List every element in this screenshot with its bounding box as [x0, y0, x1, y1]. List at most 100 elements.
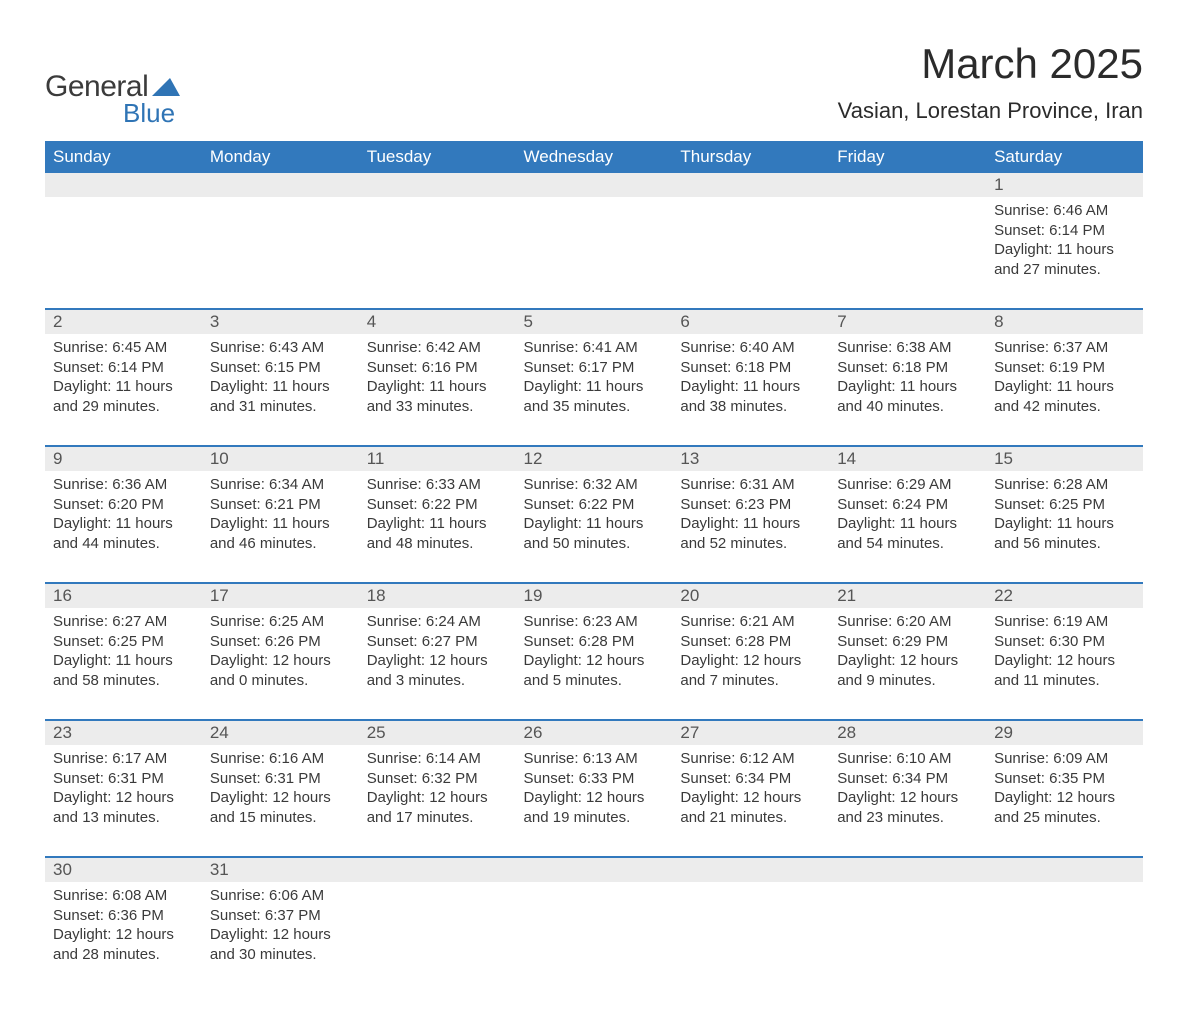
day-cell: Sunrise: 6:17 AMSunset: 6:31 PMDaylight:… [45, 745, 202, 857]
day-number [829, 173, 986, 197]
day-number-row: 23242526272829 [45, 720, 1143, 745]
day-number: 24 [202, 720, 359, 745]
day-cell [516, 882, 673, 994]
day-cell: Sunrise: 6:23 AMSunset: 6:28 PMDaylight:… [516, 608, 673, 720]
day-number: 7 [829, 309, 986, 334]
day-cell [359, 197, 516, 309]
day-cell [359, 882, 516, 994]
day-cell [45, 197, 202, 309]
day-number: 28 [829, 720, 986, 745]
day-number: 1 [986, 173, 1143, 197]
day-cell: Sunrise: 6:16 AMSunset: 6:31 PMDaylight:… [202, 745, 359, 857]
day-cell: Sunrise: 6:41 AMSunset: 6:17 PMDaylight:… [516, 334, 673, 446]
col-sunday: Sunday [45, 141, 202, 173]
day-number: 14 [829, 446, 986, 471]
col-friday: Friday [829, 141, 986, 173]
day-number [672, 173, 829, 197]
day-number: 29 [986, 720, 1143, 745]
brand-logo: General Blue [45, 70, 180, 129]
location-subtitle: Vasian, Lorestan Province, Iran [838, 98, 1143, 124]
day-number: 22 [986, 583, 1143, 608]
day-cell: Sunrise: 6:10 AMSunset: 6:34 PMDaylight:… [829, 745, 986, 857]
day-number-row: 1 [45, 173, 1143, 197]
day-cell [202, 197, 359, 309]
day-number: 11 [359, 446, 516, 471]
day-number: 16 [45, 583, 202, 608]
day-number: 19 [516, 583, 673, 608]
day-number: 13 [672, 446, 829, 471]
day-content-row: Sunrise: 6:17 AMSunset: 6:31 PMDaylight:… [45, 745, 1143, 857]
day-number [45, 173, 202, 197]
day-cell: Sunrise: 6:45 AMSunset: 6:14 PMDaylight:… [45, 334, 202, 446]
day-number: 23 [45, 720, 202, 745]
col-saturday: Saturday [986, 141, 1143, 173]
day-number-row: 3031 [45, 857, 1143, 882]
day-number: 20 [672, 583, 829, 608]
day-content-row: Sunrise: 6:45 AMSunset: 6:14 PMDaylight:… [45, 334, 1143, 446]
day-cell: Sunrise: 6:33 AMSunset: 6:22 PMDaylight:… [359, 471, 516, 583]
col-thursday: Thursday [672, 141, 829, 173]
day-number: 6 [672, 309, 829, 334]
day-number [672, 857, 829, 882]
col-tuesday: Tuesday [359, 141, 516, 173]
day-cell: Sunrise: 6:25 AMSunset: 6:26 PMDaylight:… [202, 608, 359, 720]
day-number: 30 [45, 857, 202, 882]
day-content-row: Sunrise: 6:36 AMSunset: 6:20 PMDaylight:… [45, 471, 1143, 583]
day-number: 26 [516, 720, 673, 745]
day-number: 10 [202, 446, 359, 471]
day-content-row: Sunrise: 6:08 AMSunset: 6:36 PMDaylight:… [45, 882, 1143, 994]
day-number [829, 857, 986, 882]
day-cell: Sunrise: 6:14 AMSunset: 6:32 PMDaylight:… [359, 745, 516, 857]
day-cell: Sunrise: 6:09 AMSunset: 6:35 PMDaylight:… [986, 745, 1143, 857]
day-cell: Sunrise: 6:20 AMSunset: 6:29 PMDaylight:… [829, 608, 986, 720]
day-number-row: 9101112131415 [45, 446, 1143, 471]
day-cell: Sunrise: 6:40 AMSunset: 6:18 PMDaylight:… [672, 334, 829, 446]
brand-line2: Blue [123, 98, 175, 129]
day-number: 18 [359, 583, 516, 608]
day-cell: Sunrise: 6:21 AMSunset: 6:28 PMDaylight:… [672, 608, 829, 720]
day-cell: Sunrise: 6:13 AMSunset: 6:33 PMDaylight:… [516, 745, 673, 857]
day-cell: Sunrise: 6:38 AMSunset: 6:18 PMDaylight:… [829, 334, 986, 446]
day-number [359, 173, 516, 197]
day-number: 12 [516, 446, 673, 471]
day-cell: Sunrise: 6:32 AMSunset: 6:22 PMDaylight:… [516, 471, 673, 583]
day-number: 17 [202, 583, 359, 608]
day-cell [986, 882, 1143, 994]
header: General Blue March 2025 Vasian, Lorestan… [45, 40, 1143, 129]
calendar-table: Sunday Monday Tuesday Wednesday Thursday… [45, 141, 1143, 994]
day-number: 5 [516, 309, 673, 334]
day-number [202, 173, 359, 197]
day-cell: Sunrise: 6:43 AMSunset: 6:15 PMDaylight:… [202, 334, 359, 446]
day-cell [672, 197, 829, 309]
day-number [986, 857, 1143, 882]
day-cell: Sunrise: 6:24 AMSunset: 6:27 PMDaylight:… [359, 608, 516, 720]
day-cell: Sunrise: 6:06 AMSunset: 6:37 PMDaylight:… [202, 882, 359, 994]
day-number-row: 16171819202122 [45, 583, 1143, 608]
day-cell: Sunrise: 6:31 AMSunset: 6:23 PMDaylight:… [672, 471, 829, 583]
day-cell: Sunrise: 6:42 AMSunset: 6:16 PMDaylight:… [359, 334, 516, 446]
day-number: 31 [202, 857, 359, 882]
day-number [359, 857, 516, 882]
day-cell: Sunrise: 6:12 AMSunset: 6:34 PMDaylight:… [672, 745, 829, 857]
day-number [516, 173, 673, 197]
month-title: March 2025 [838, 40, 1143, 88]
day-number: 25 [359, 720, 516, 745]
day-cell [672, 882, 829, 994]
day-cell: Sunrise: 6:36 AMSunset: 6:20 PMDaylight:… [45, 471, 202, 583]
day-cell: Sunrise: 6:19 AMSunset: 6:30 PMDaylight:… [986, 608, 1143, 720]
day-number: 15 [986, 446, 1143, 471]
day-number: 21 [829, 583, 986, 608]
day-number: 4 [359, 309, 516, 334]
day-number: 2 [45, 309, 202, 334]
day-number [516, 857, 673, 882]
day-number-row: 2345678 [45, 309, 1143, 334]
day-cell [829, 882, 986, 994]
day-cell: Sunrise: 6:28 AMSunset: 6:25 PMDaylight:… [986, 471, 1143, 583]
day-cell: Sunrise: 6:29 AMSunset: 6:24 PMDaylight:… [829, 471, 986, 583]
day-content-row: Sunrise: 6:27 AMSunset: 6:25 PMDaylight:… [45, 608, 1143, 720]
day-content-row: Sunrise: 6:46 AMSunset: 6:14 PMDaylight:… [45, 197, 1143, 309]
day-number: 3 [202, 309, 359, 334]
day-cell [829, 197, 986, 309]
day-cell [516, 197, 673, 309]
day-cell: Sunrise: 6:08 AMSunset: 6:36 PMDaylight:… [45, 882, 202, 994]
